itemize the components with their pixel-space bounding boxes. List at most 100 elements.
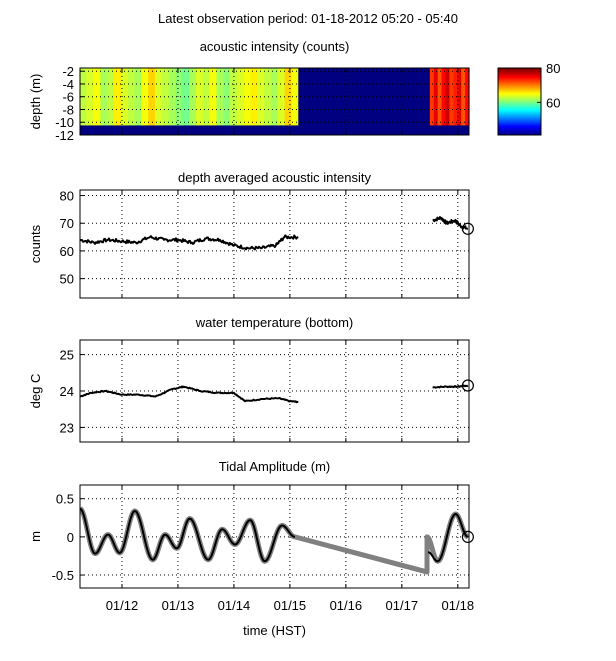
colorbar-cell: [498, 80, 541, 83]
colorbar-cell: [498, 130, 541, 133]
colorbar-cell: [498, 88, 541, 91]
panel-title: Tidal Amplitude (m): [219, 459, 331, 474]
heatmap-cell: [141, 68, 149, 126]
colorbar-cell: [498, 69, 541, 71]
colorbar-cell: [498, 78, 541, 81]
panel-2: water temperature (bottom) deg C 23 24 25: [28, 315, 474, 443]
colorbar-cell: [498, 113, 541, 115]
x-tick-label: 01/15: [274, 598, 307, 613]
colorbar-cell: [498, 110, 541, 113]
colorbar-cell: [498, 77, 541, 79]
colorbar-cell: [498, 96, 541, 98]
colorbar-cell: [498, 106, 541, 109]
colorbar-cell: [498, 108, 541, 111]
y-axis-label: deg C: [28, 374, 43, 409]
panel-1: depth averaged acoustic intensity counts 5…: [28, 170, 474, 299]
x-tick-label: 01/13: [162, 598, 195, 613]
heatmap-cell: [86, 68, 95, 126]
heatmap-cell: [445, 68, 451, 126]
colorbar-cell: [498, 82, 541, 85]
y-tick-label: -6: [62, 90, 74, 105]
heatmap-cell: [243, 68, 252, 126]
colorbar-cell: [498, 86, 541, 89]
colorbar-cell: [498, 121, 541, 123]
y-axis-label: m: [28, 531, 43, 542]
y-tick-label: 24: [60, 384, 74, 399]
heatmap-cell: [161, 68, 170, 126]
colorbar-frame: [497, 67, 542, 136]
y-tick-label: -4: [62, 77, 74, 92]
heatmap-cell: [250, 68, 258, 126]
colorbar-cell: [498, 131, 541, 134]
panel-3: Tidal Amplitude (m) m 0.5 0 -0.5 01/12 01/13 01…: [28, 459, 474, 638]
y-tick-label: 60: [60, 244, 74, 259]
series-line-observed: [80, 507, 296, 563]
y-tick-label: 80: [60, 189, 74, 204]
y-tick-label: 23: [60, 420, 74, 435]
panel-0: acoustic intensity (counts) depth (m) 60 80…: [28, 39, 560, 143]
colorbar-cell: [498, 117, 541, 119]
colorbar-cell: [498, 103, 541, 106]
colorbar-tick-label: 80: [546, 61, 560, 76]
colorbar-cell: [498, 79, 541, 82]
colorbar-cell: [498, 128, 541, 131]
colorbar-cell: [498, 105, 541, 108]
heatmap-cell: [453, 68, 458, 126]
panel-title: depth averaged acoustic intensity: [178, 170, 371, 185]
y-tick-label: -0.5: [52, 568, 74, 583]
heatmap-cell: [114, 68, 122, 126]
y-tick-label: 25: [60, 348, 74, 363]
colorbar-cell: [498, 72, 541, 74]
series-group: [80, 384, 469, 404]
figure-title: Latest observation period: 01-18-2012 05…: [158, 11, 458, 26]
colorbar-cell: [498, 93, 541, 95]
heatmap-cell: [107, 68, 115, 126]
heatmap-cell: [182, 68, 190, 126]
y-tick-label: 70: [60, 216, 74, 231]
colorbar-cell: [498, 107, 541, 110]
colorbar-cell: [498, 116, 541, 118]
heatmap-cell: [195, 68, 204, 126]
colorbar-cell: [498, 118, 541, 120]
y-tick-label: -10: [55, 115, 74, 130]
y-axis-label: counts: [28, 224, 43, 263]
x-tick-label: 01/17: [386, 598, 419, 613]
axes-frame: [79, 339, 470, 443]
colorbar-cell: [498, 83, 541, 86]
colorbar-cell: [498, 127, 541, 130]
y-tick-label: 0.5: [56, 492, 74, 507]
heatmap-cell: [441, 68, 447, 126]
series-group: [80, 506, 469, 575]
colorbar-cell: [498, 124, 541, 127]
colorbar-cell: [498, 73, 541, 75]
series-line-intensity: [432, 216, 469, 230]
heatmap-cell: [264, 68, 272, 126]
colorbar-cell: [498, 125, 541, 128]
colorbar-cell: [498, 119, 541, 121]
y-tick-label: -2: [62, 64, 74, 79]
colorbar-cell: [498, 122, 541, 124]
colorbar-cell: [498, 104, 541, 107]
panel-title: acoustic intensity (counts): [200, 39, 350, 54]
x-tick-label: 01/16: [330, 598, 363, 613]
colorbar-cell: [498, 85, 541, 88]
heatmap-cell: [155, 68, 163, 126]
colorbar-cell: [498, 84, 541, 87]
heatmap-cell: [461, 68, 466, 126]
x-tick-label: 01/14: [218, 598, 251, 613]
series-line-intensity: [80, 234, 299, 251]
series-group: [80, 216, 469, 251]
heatmap-cell: [433, 68, 439, 126]
heatmap-cell: [202, 68, 211, 126]
colorbar-cell: [498, 101, 541, 104]
colorbar-cell: [498, 70, 541, 72]
heatmap-cell: [127, 68, 136, 126]
colorbar-cell: [498, 123, 541, 126]
heatmap-cell: [223, 68, 231, 126]
colorbar-cell: [498, 81, 541, 84]
series-line-temperature: [80, 385, 299, 404]
colorbar-cell: [498, 87, 541, 90]
colorbar-cell: [498, 92, 541, 94]
heatmap-cell: [457, 68, 462, 126]
